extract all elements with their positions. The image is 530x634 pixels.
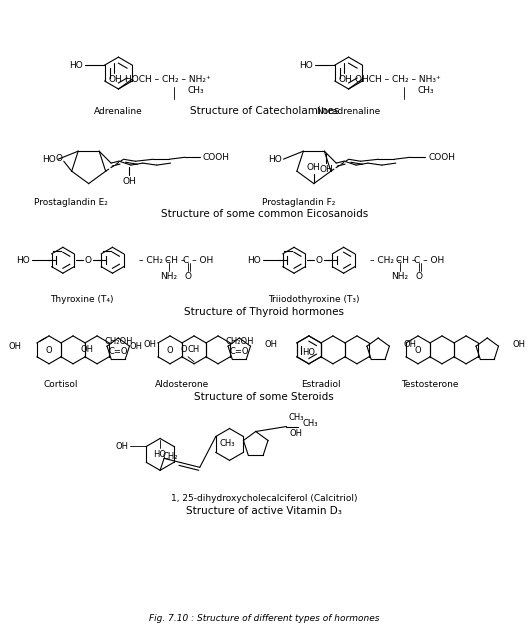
Text: 1, 25-dihydroxycholecalciferol (Calcitriol): 1, 25-dihydroxycholecalciferol (Calcitri… [171,495,358,503]
Text: Noradrenaline: Noradrenaline [316,107,381,116]
Text: Structure of Thyroid hormones: Structure of Thyroid hormones [184,307,344,317]
Text: CH₃: CH₃ [289,413,304,422]
Text: C=O: C=O [229,347,249,356]
Text: Fig. 7.10 : Structure of different types of hormones: Fig. 7.10 : Structure of different types… [149,614,379,623]
Text: CH –: CH – [165,256,186,265]
Text: CH₃: CH₃ [220,439,235,448]
Text: O: O [414,346,421,355]
Text: NH₂: NH₂ [161,272,178,281]
Text: O: O [184,272,191,281]
Text: COOH: COOH [428,153,455,162]
Text: OH: OH [144,340,156,349]
Text: HO: HO [16,256,30,265]
Text: Structure of some Steroids: Structure of some Steroids [195,392,334,402]
Text: CH₂OH: CH₂OH [104,337,132,346]
Text: Structure of active Vitamin D₃: Structure of active Vitamin D₃ [187,506,342,516]
Text: Testosterone: Testosterone [401,380,459,389]
Text: HO: HO [154,450,166,460]
Text: OH: OH [290,429,303,438]
Text: O: O [181,346,188,354]
Text: O: O [167,346,173,355]
Text: Adrenaline: Adrenaline [94,107,143,116]
Text: OH: OH [122,177,136,186]
Text: Prostaglandin F₂: Prostaglandin F₂ [262,198,335,207]
Text: COOH: COOH [203,153,230,162]
Text: HOCH – CH₂ – NH₂⁺: HOCH – CH₂ – NH₂⁺ [125,75,211,84]
Text: CH₃: CH₃ [188,86,204,96]
Text: OH: OH [513,340,525,349]
Text: CH₃: CH₃ [418,86,434,96]
Text: – CH₂ –: – CH₂ – [139,256,171,265]
Text: Prostaglandin E₂: Prostaglandin E₂ [34,198,108,207]
Text: Thyroxine (T₄): Thyroxine (T₄) [50,295,114,304]
Text: Structure of Catecholamines: Structure of Catecholamines [190,106,339,116]
Text: OH: OH [8,342,21,351]
Text: CH₃: CH₃ [303,419,318,428]
Text: OH: OH [264,340,277,349]
Text: C – OH: C – OH [414,256,444,265]
Text: – CH₂ –: – CH₂ – [370,256,402,265]
Text: O: O [55,154,63,163]
Text: Cortisol: Cortisol [44,380,78,389]
Text: OH: OH [339,75,352,84]
Text: HO: HO [69,61,83,70]
Text: C=O: C=O [109,347,128,356]
Text: Triiodothyroxine (T₃): Triiodothyroxine (T₃) [268,295,359,304]
Text: C – OH: C – OH [183,256,213,265]
Text: HO: HO [248,256,261,265]
Text: OHCH – CH₂ – NH₃⁺: OHCH – CH₂ – NH₃⁺ [355,75,441,84]
Text: Estradiol: Estradiol [301,380,341,389]
Text: CH –: CH – [396,256,417,265]
Text: O: O [46,346,52,355]
Text: OH: OH [129,342,142,351]
Text: O: O [315,256,322,265]
Text: OH: OH [80,345,93,354]
Text: OH: OH [307,163,321,172]
Text: OH: OH [116,442,128,451]
Text: HO: HO [299,61,313,70]
Text: NH₂: NH₂ [392,272,409,281]
Text: OH: OH [403,340,416,349]
Text: CH: CH [188,345,200,354]
Text: HO: HO [42,155,56,164]
Text: O: O [84,256,91,265]
Text: HO: HO [303,348,315,357]
Text: OH: OH [320,165,333,174]
Text: HO: HO [268,155,281,164]
Text: CH₂OH: CH₂OH [225,337,253,346]
Text: O: O [416,272,422,281]
Text: Aldosterone: Aldosterone [155,380,209,389]
Text: Structure of some common Eicosanoids: Structure of some common Eicosanoids [161,209,368,219]
Text: OH: OH [109,75,122,84]
Text: CH₂: CH₂ [162,452,178,461]
